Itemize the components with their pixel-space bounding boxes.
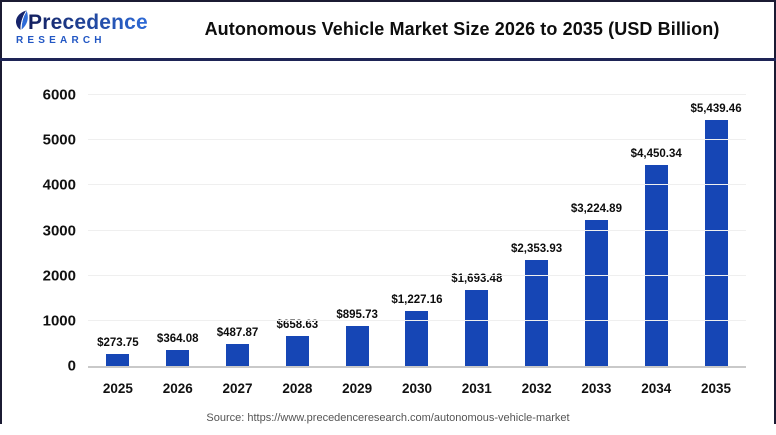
bar-value-label: $2,353.93 xyxy=(511,243,563,255)
bar xyxy=(405,311,429,366)
y-axis-tick-label: 2000 xyxy=(42,267,76,285)
y-axis-tick-label: 6000 xyxy=(42,86,76,104)
gridline xyxy=(88,139,746,141)
bar xyxy=(525,260,549,366)
bar-value-label: $1,227.16 xyxy=(391,294,443,306)
bars-row: $273.75 2025 $364.08 2026 $487.87 2027 $658.63… xyxy=(88,95,746,396)
bar-value-label: $1,693.48 xyxy=(451,273,503,285)
source-text: Source: https://www.precedenceresearch.c… xyxy=(206,412,570,424)
x-axis-label: 2032 xyxy=(521,381,552,396)
bar-value-label: $658.63 xyxy=(276,319,319,331)
bar-value-label: $3,224.89 xyxy=(570,203,622,215)
bar xyxy=(106,354,130,366)
plot-area: $273.75 2025 $364.08 2026 $487.87 2027 $658.63… xyxy=(88,94,746,396)
bar-value-label: $487.87 xyxy=(216,327,259,339)
bar xyxy=(345,326,369,366)
x-axis-label: 2030 xyxy=(401,381,432,396)
x-axis-label: 2028 xyxy=(282,381,313,396)
x-axis-label: 2031 xyxy=(461,381,492,396)
bar-value-label: $273.75 xyxy=(97,337,139,349)
bar-group: $2,353.93 2032 xyxy=(507,95,567,396)
bar xyxy=(584,220,608,366)
chart-title: Autonomous Vehicle Market Size 2026 to 2… xyxy=(204,18,720,39)
x-axis-label: 2029 xyxy=(342,381,373,396)
bar-group: $5,439.46 2035 xyxy=(686,95,746,396)
gridline xyxy=(88,229,746,231)
bar-value-label: $895.73 xyxy=(336,309,378,321)
y-axis-tick-label: 5000 xyxy=(42,131,76,149)
bar-group: $895.73 2029 xyxy=(327,95,387,396)
bar-group: $364.08 2026 xyxy=(148,95,208,396)
logo-subtitle: RESEARCH xyxy=(16,35,106,46)
leaf-icon xyxy=(14,10,29,34)
y-axis-tick-label: 3000 xyxy=(42,222,76,239)
bar xyxy=(226,344,250,366)
bar xyxy=(644,165,668,366)
x-axis-label: 2034 xyxy=(641,381,672,396)
bar-group: $3,224.89 2033 xyxy=(567,95,627,396)
bar-group: $658.63 2028 xyxy=(267,95,327,396)
bar-value-label: $364.08 xyxy=(156,333,199,345)
x-axis-label: 2027 xyxy=(222,381,253,396)
gridline xyxy=(88,319,746,321)
bar xyxy=(285,336,309,366)
bar-group: $273.75 2025 xyxy=(88,95,148,396)
y-axis-tick-label: 4000 xyxy=(42,176,76,194)
bar-value-label: $4,450.34 xyxy=(630,148,682,160)
bar xyxy=(465,290,489,366)
chart-header: Precedence RESEARCH Autonomous Vehicle M… xyxy=(0,0,776,61)
y-axis-labels: 0 1000 2000 3000 4000 5000 6000 xyxy=(0,87,76,375)
y-axis-tick-label: 0 xyxy=(67,357,76,375)
gridline xyxy=(88,94,746,95)
bar-group: $1,693.48 2031 xyxy=(447,95,507,396)
gridline xyxy=(88,274,746,276)
precedence-research-logo: Precedence RESEARCH xyxy=(14,10,160,46)
logo-wordmark: Precedence xyxy=(28,11,148,34)
bar-group: $487.87 2027 xyxy=(208,95,268,396)
x-axis-label: 2035 xyxy=(701,381,732,396)
bar-group: $1,227.16 2030 xyxy=(387,95,447,396)
bar-group: $4,450.34 2034 xyxy=(626,95,686,396)
bar xyxy=(704,120,728,366)
logo-wordmark-row: Precedence xyxy=(14,10,160,34)
bar-value-label: $5,439.46 xyxy=(690,103,742,115)
x-axis-label: 2025 xyxy=(102,381,133,396)
x-axis-label: 2026 xyxy=(162,381,193,396)
x-axis-label: 2033 xyxy=(581,381,612,396)
bar xyxy=(166,350,190,366)
gridline xyxy=(88,184,746,186)
y-axis-tick-label: 1000 xyxy=(42,312,76,330)
